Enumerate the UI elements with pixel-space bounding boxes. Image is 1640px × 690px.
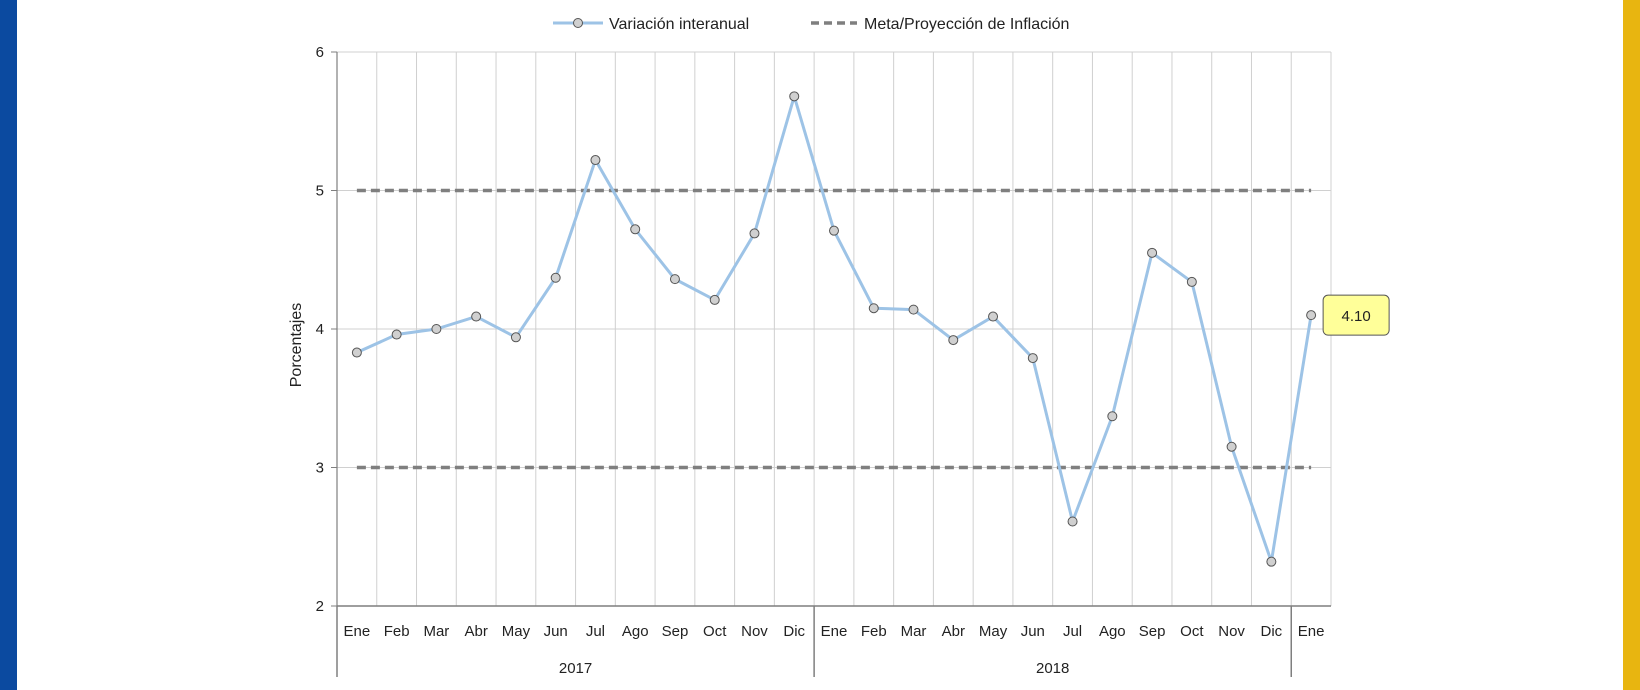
x-tick-label: May: [502, 623, 531, 640]
legend: Variación interanual Meta/Proyección de …: [553, 16, 1069, 33]
data-point: [789, 91, 800, 102]
x-tick-label: Jul: [1063, 623, 1082, 640]
year-group-label: 2018: [1036, 660, 1069, 677]
legend-series-marker: [573, 18, 583, 28]
meta-band-layer: [356, 188, 1312, 470]
series-layer: [351, 91, 1317, 567]
y-tick-label: 4: [316, 321, 324, 338]
x-tick-label: Ago: [622, 623, 649, 640]
axis-layer: 2 3 4 5 6 Ene Feb Mar Abr May Jun Jul Ago Sep Oct Nov Di…: [316, 44, 1331, 677]
data-point: [351, 347, 362, 358]
x-tick-label: May: [979, 623, 1008, 640]
left-accent-bar: [0, 0, 17, 690]
x-tick-label: Sep: [1139, 623, 1166, 640]
data-point: [590, 155, 601, 166]
data-point: [669, 274, 680, 285]
data-point: [391, 329, 402, 340]
x-tick-label: Oct: [703, 623, 727, 640]
x-tick-label: Sep: [662, 623, 689, 640]
y-tick-label: 5: [316, 183, 324, 200]
x-tick-label: Ene: [821, 623, 848, 640]
data-point: [510, 332, 521, 343]
data-point: [1266, 556, 1277, 567]
x-tick-label: Jul: [586, 623, 605, 640]
data-point: [749, 228, 760, 239]
data-point: [1067, 516, 1078, 527]
callout-value: 4.10: [1342, 308, 1371, 325]
x-tick-label: Jun: [1021, 623, 1045, 640]
callout-box: [1322, 294, 1390, 336]
grid-layer: [337, 51, 1332, 606]
legend-series-label: Variación interanual: [609, 16, 749, 33]
year-group-label: 2017: [559, 660, 592, 677]
data-point: [630, 224, 641, 235]
x-tick-label: Nov: [1218, 623, 1245, 640]
legend-meta-label: Meta/Proyección de Inflación: [864, 16, 1069, 33]
data-point: [868, 303, 879, 314]
data-point: [550, 272, 561, 283]
data-point: [471, 311, 482, 322]
x-tick-label: Abr: [464, 623, 487, 640]
x-tick-label: Dic: [783, 623, 805, 640]
x-tick-label: Ene: [344, 623, 371, 640]
x-tick-label: Oct: [1180, 623, 1204, 640]
data-point: [431, 324, 442, 334]
data-point: [1186, 276, 1197, 287]
data-point: [908, 304, 919, 315]
data-point: [829, 225, 839, 236]
data-point: [1147, 247, 1158, 258]
x-tick-label: Ene: [1298, 623, 1325, 640]
right-accent-bar: [1623, 0, 1640, 690]
data-point: [1027, 353, 1038, 364]
x-tick-label: Ago: [1099, 623, 1126, 640]
data-point: [988, 311, 999, 322]
y-tick-label: 3: [316, 460, 324, 477]
data-point: [948, 335, 959, 346]
x-tick-label: Feb: [861, 623, 887, 640]
last-value-callout: 4.10: [1322, 294, 1390, 336]
data-point: [1306, 310, 1317, 321]
x-tick-label: Mar: [423, 623, 449, 640]
data-point: [709, 294, 720, 305]
y-axis-title: Porcentajes: [288, 303, 305, 388]
x-tick-label: Mar: [901, 623, 927, 640]
data-point: [1107, 411, 1118, 422]
x-tick-label: Jun: [544, 623, 568, 640]
y-tick-label: 6: [316, 44, 324, 61]
data-point: [1226, 441, 1237, 452]
y-tick-label: 2: [316, 598, 324, 615]
x-tick-label: Abr: [942, 623, 965, 640]
x-tick-label: Dic: [1261, 623, 1283, 640]
x-tick-label: Nov: [741, 623, 768, 640]
x-tick-label: Feb: [384, 623, 410, 640]
